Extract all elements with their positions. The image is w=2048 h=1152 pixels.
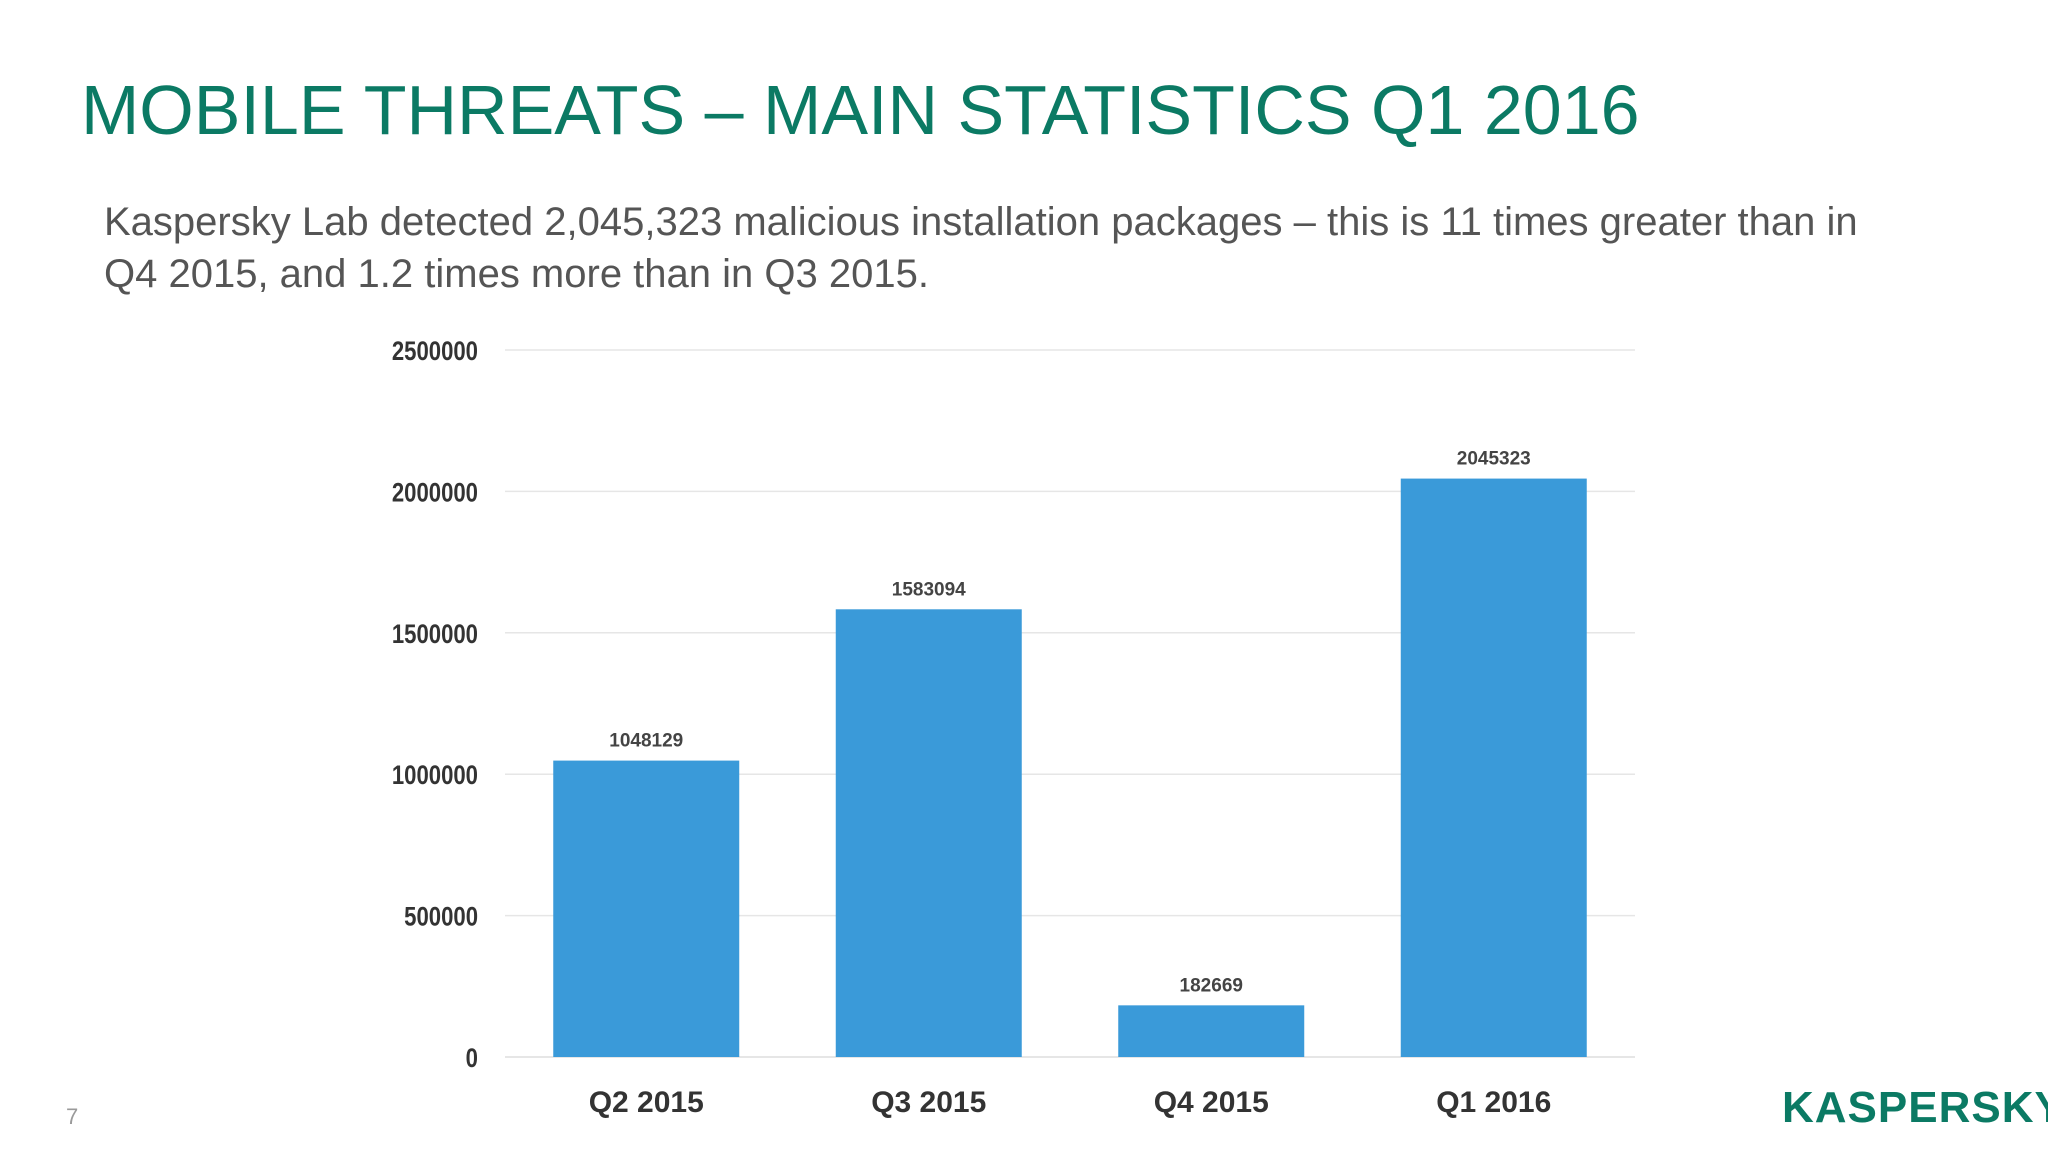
y-tick-label: 500000: [404, 903, 478, 933]
x-tick-label: Q1 2016: [1436, 1086, 1551, 1119]
bars: [553, 478, 1587, 1057]
data-label: 2045323: [1457, 449, 1531, 470]
bar: [1118, 1005, 1305, 1057]
data-label: 1583094: [892, 579, 966, 600]
y-tick-label: 0: [466, 1044, 478, 1074]
slide-subtitle: Kaspersky Lab detected 2,045,323 malicio…: [104, 200, 1858, 296]
x-tick-label: Q3 2015: [871, 1086, 986, 1119]
page-number: 7: [66, 1104, 79, 1129]
x-tick-label: Q2 2015: [589, 1086, 704, 1119]
x-axis-tick-labels: Q2 2015 Q3 2015 Q4 2015 Q1 2016: [589, 1086, 1552, 1119]
kaspersky-logo: KASPERSKYlab: [1782, 1083, 2048, 1133]
data-labels: 1048129 1583094 182669 2045323: [609, 449, 1530, 997]
y-tick-label: 1500000: [392, 620, 478, 650]
y-axis-tick-labels: 0 500000 1000000 1500000 2000000 2500000: [392, 337, 478, 1074]
bar: [1400, 478, 1587, 1057]
slide-title: MOBILE THREATS – MAIN STATISTICS Q1 2016: [81, 71, 1640, 149]
x-tick-label: Q4 2015: [1154, 1086, 1269, 1119]
data-label: 1048129: [609, 731, 683, 752]
bar: [553, 760, 740, 1057]
bar: [835, 609, 1022, 1057]
data-label: 182669: [1180, 975, 1243, 996]
y-tick-label: 1000000: [392, 761, 478, 791]
y-tick-label: 2500000: [392, 337, 478, 367]
logo-text: KASPERSKY: [1782, 1083, 2048, 1132]
y-tick-label: 2000000: [392, 478, 478, 508]
